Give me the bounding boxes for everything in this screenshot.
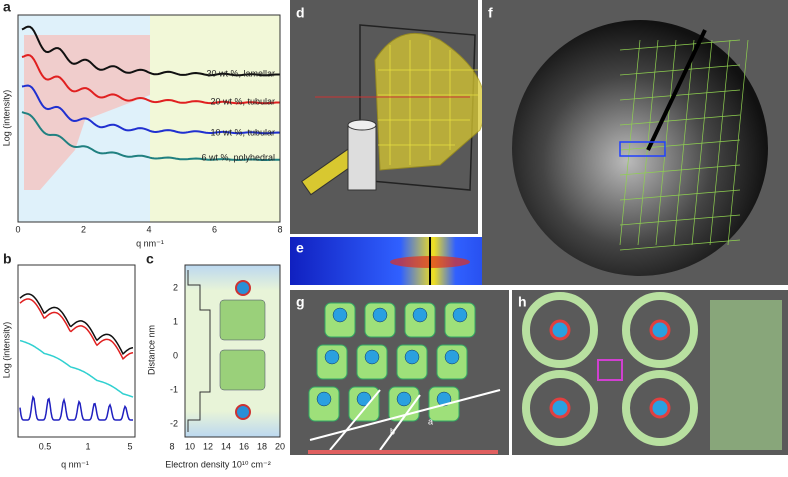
x-tick-label: 0.5 bbox=[39, 441, 52, 451]
panel-label: d bbox=[296, 5, 305, 21]
y-label: Log (intensity) bbox=[1, 90, 11, 147]
panel-d: d bbox=[290, 0, 486, 234]
y-tick-label: 1 bbox=[173, 316, 178, 326]
axes bbox=[17, 14, 281, 223]
axes bbox=[184, 264, 281, 438]
profile bbox=[187, 270, 211, 432]
x-tick-label: 10 bbox=[185, 441, 195, 451]
sphere bbox=[372, 307, 388, 323]
sphere bbox=[649, 319, 671, 341]
sphere bbox=[412, 307, 428, 323]
grid bbox=[619, 189, 741, 201]
grid bbox=[619, 139, 741, 151]
x-label: Electron density 10¹⁰ cm⁻² bbox=[165, 459, 270, 469]
sphere bbox=[444, 349, 460, 365]
panel-a: a Log (intensity) 0 2 4 6 8 q nm⁻¹ 30 wt… bbox=[1, 0, 282, 248]
panel-label: h bbox=[518, 294, 527, 310]
x-tick-label: 20 bbox=[275, 441, 285, 451]
axis-label: b bbox=[390, 426, 395, 436]
x-tick-label: 1 bbox=[85, 441, 90, 451]
x-tick-label: 6 bbox=[212, 224, 217, 234]
sphere bbox=[549, 319, 571, 341]
y-tick-label: 2 bbox=[173, 282, 178, 292]
y-tick-label: 0 bbox=[173, 350, 178, 360]
grid bbox=[619, 39, 741, 51]
grid bbox=[619, 64, 741, 76]
side bbox=[710, 300, 782, 450]
axes bbox=[17, 264, 136, 438]
x-tick-label: 16 bbox=[239, 441, 249, 451]
curve bbox=[21, 84, 281, 135]
grid bbox=[691, 39, 713, 246]
sphere bbox=[549, 397, 571, 419]
y-tick-label: -1 bbox=[170, 384, 178, 394]
curve bbox=[19, 395, 133, 421]
sphere bbox=[316, 391, 332, 407]
x-label: q nm⁻¹ bbox=[61, 459, 89, 469]
panel-f: f bbox=[482, 0, 788, 285]
curve bbox=[19, 298, 134, 360]
ring bbox=[522, 370, 598, 446]
curve bbox=[21, 111, 280, 162]
y-label: Log (intensity) bbox=[1, 322, 11, 379]
panel-c: c Distance nm 2 1 0 -1 -2 8 10 12 14 16 … bbox=[146, 251, 285, 470]
x-label: q nm⁻¹ bbox=[136, 238, 164, 248]
background bbox=[150, 15, 280, 222]
ring bbox=[622, 370, 698, 446]
link bbox=[597, 359, 623, 381]
panel-h: h bbox=[512, 290, 788, 455]
x-tick-label: 18 bbox=[257, 441, 267, 451]
x-tick-label: 14 bbox=[221, 441, 231, 451]
sphere bbox=[396, 391, 412, 407]
ring bbox=[622, 292, 698, 368]
grid bbox=[673, 39, 695, 246]
x-tick-label: 0 bbox=[15, 224, 20, 234]
sphere bbox=[356, 391, 372, 407]
sphere bbox=[364, 349, 380, 365]
panel-label: g bbox=[296, 294, 305, 310]
y-label: Distance nm bbox=[146, 325, 156, 375]
x-tick-label: 5 bbox=[127, 441, 132, 451]
grid bbox=[727, 39, 749, 246]
panel-b: b Log (intensity) 0.5 1 5 q nm⁻¹ bbox=[1, 251, 136, 469]
shade bbox=[24, 35, 150, 190]
sphere bbox=[452, 307, 468, 323]
panel-g: a b g bbox=[290, 290, 509, 455]
x-tick-label: 12 bbox=[203, 441, 213, 451]
axis-label: a bbox=[428, 416, 433, 426]
sphere bbox=[404, 349, 420, 365]
grid bbox=[709, 39, 731, 246]
panel-label: c bbox=[146, 251, 154, 267]
curve bbox=[21, 25, 280, 77]
annotation: 20 wt %, tubular bbox=[210, 96, 275, 106]
grid bbox=[619, 114, 741, 126]
ring bbox=[522, 292, 598, 368]
grid bbox=[655, 39, 677, 246]
panel-label: e bbox=[296, 240, 304, 256]
grid bbox=[619, 214, 741, 226]
annotation: 10 wt %, tubular bbox=[210, 127, 275, 137]
panel-label: a bbox=[3, 0, 11, 15]
curve bbox=[19, 293, 134, 355]
curve bbox=[21, 53, 280, 105]
panel-label: f bbox=[488, 5, 493, 21]
y-tick-label: -2 bbox=[170, 418, 178, 428]
annotation: 30 wt %, lamellar bbox=[206, 68, 275, 78]
grid bbox=[619, 89, 741, 101]
sphere bbox=[436, 391, 452, 407]
x-tick-label: 4 bbox=[146, 224, 151, 234]
curve bbox=[19, 339, 134, 398]
sphere bbox=[649, 397, 671, 419]
panel-label: b bbox=[3, 251, 12, 267]
sphere bbox=[332, 307, 348, 323]
grid bbox=[619, 164, 741, 176]
x-tick-label: 2 bbox=[81, 224, 86, 234]
annotation: 6 wt %, polyhedral bbox=[201, 152, 275, 162]
x-tick-label: 8 bbox=[277, 224, 282, 234]
x-tick-label: 8 bbox=[169, 441, 174, 451]
grid bbox=[619, 239, 741, 251]
sphere bbox=[324, 349, 340, 365]
